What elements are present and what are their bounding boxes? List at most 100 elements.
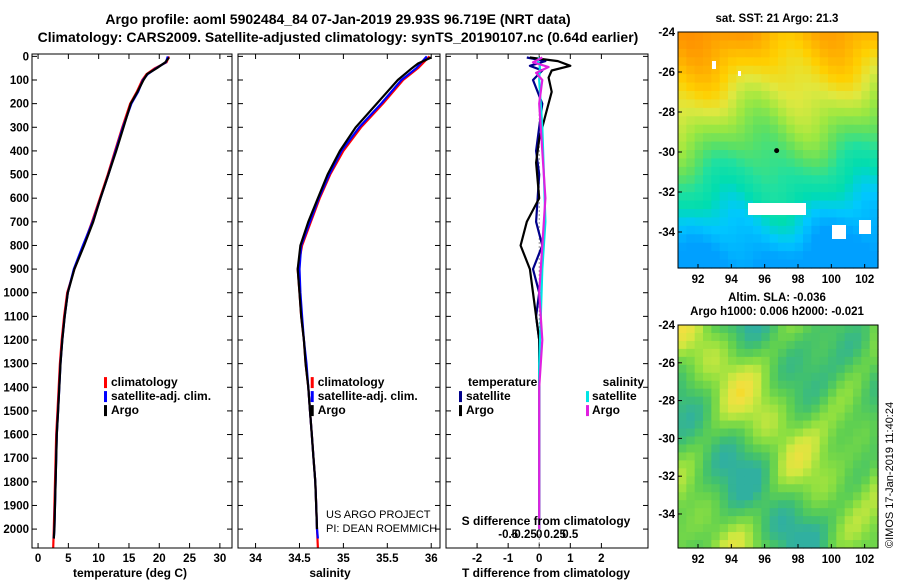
map-cell (694, 141, 704, 151)
map-cell (753, 217, 762, 227)
map-cell (811, 540, 821, 549)
map-cell (794, 107, 804, 117)
map-cell (794, 452, 804, 461)
map-cell (869, 99, 879, 109)
map-cell (819, 356, 829, 366)
map-cell (836, 183, 846, 193)
map-cell (703, 436, 712, 446)
map-cell (828, 57, 837, 67)
map-cell (844, 124, 854, 134)
map-cell (678, 540, 687, 549)
map-cell (686, 348, 696, 358)
map-cell (694, 91, 704, 101)
map-cell (686, 74, 696, 84)
map-cell (694, 57, 704, 67)
map-x-tick-label: 100 (822, 554, 841, 566)
map-cell (861, 166, 871, 176)
legend-swatch (586, 405, 589, 417)
map-cell (728, 183, 737, 193)
map-cell (803, 452, 812, 461)
map-cell (736, 412, 746, 422)
s-diff-tick-label: 0.5 (562, 529, 579, 541)
map-cell (828, 396, 837, 406)
map-cell (761, 516, 771, 525)
map-cell (844, 91, 854, 101)
map-cell (844, 259, 854, 269)
map-cell (711, 364, 721, 374)
map-cell (786, 82, 796, 92)
map-cell (711, 124, 721, 134)
map-cell (861, 364, 871, 374)
map-cell (711, 516, 721, 525)
map-cell (836, 150, 846, 160)
map-cell (694, 444, 704, 454)
map-cell (828, 141, 837, 151)
map-cell (778, 500, 787, 509)
x-tick-label: 30 (213, 553, 226, 565)
map-cell (794, 340, 804, 350)
map-cell (853, 57, 862, 67)
map-cell (703, 192, 712, 202)
map-cell (861, 242, 871, 252)
map-cell (753, 183, 762, 193)
map-cell (769, 133, 779, 143)
map-cell (794, 133, 804, 143)
map-cell (744, 183, 754, 193)
map-cell (828, 166, 837, 176)
map-cell (744, 500, 754, 509)
map-cell (869, 396, 879, 406)
map-cell (828, 428, 837, 438)
map-cell (694, 372, 704, 382)
map-cell (686, 508, 696, 517)
map-cell (719, 388, 729, 398)
map-cell (744, 444, 754, 454)
map-cell (794, 40, 804, 50)
map-cell (778, 251, 787, 261)
map-cell (819, 242, 829, 252)
map-cell (753, 332, 762, 342)
map-cell (694, 356, 704, 366)
map-cell (694, 99, 704, 109)
map-cell (753, 242, 762, 252)
map-cell (778, 436, 787, 446)
map-cell (819, 396, 829, 406)
map-cell (803, 356, 812, 366)
map-cell (761, 217, 771, 227)
map-cell (761, 476, 771, 485)
map-cell (703, 150, 712, 160)
map-cell (836, 340, 846, 350)
map-cell (728, 57, 737, 67)
map-cell (711, 348, 721, 358)
map-cell (686, 340, 696, 350)
map-cell (761, 532, 771, 541)
map-cell (694, 500, 704, 509)
map-cell (686, 420, 696, 430)
map-cell (728, 508, 737, 517)
map-cell (828, 492, 837, 501)
map-cell (786, 460, 796, 469)
map-cell (736, 242, 746, 252)
map-cell (711, 524, 721, 533)
map-cell (853, 107, 862, 117)
map-cell (819, 217, 829, 227)
map-cell (844, 48, 854, 58)
map-cell (769, 412, 779, 422)
map-cell (786, 388, 796, 398)
map-cell (794, 372, 804, 382)
map-cell (869, 492, 879, 501)
map-cell (869, 364, 879, 374)
map-cell (811, 74, 821, 84)
map-cell (678, 356, 687, 366)
map-cell (694, 516, 704, 525)
map-cell (844, 141, 854, 151)
map-cell (694, 325, 704, 334)
map-cell (703, 57, 712, 67)
map-cell (711, 150, 721, 160)
map-cell (861, 484, 871, 493)
map-cell (703, 388, 712, 398)
map-cell (769, 192, 779, 202)
map-cell (853, 388, 862, 398)
map-cell (736, 540, 746, 549)
map-cell (811, 396, 821, 406)
map-cell (811, 124, 821, 134)
